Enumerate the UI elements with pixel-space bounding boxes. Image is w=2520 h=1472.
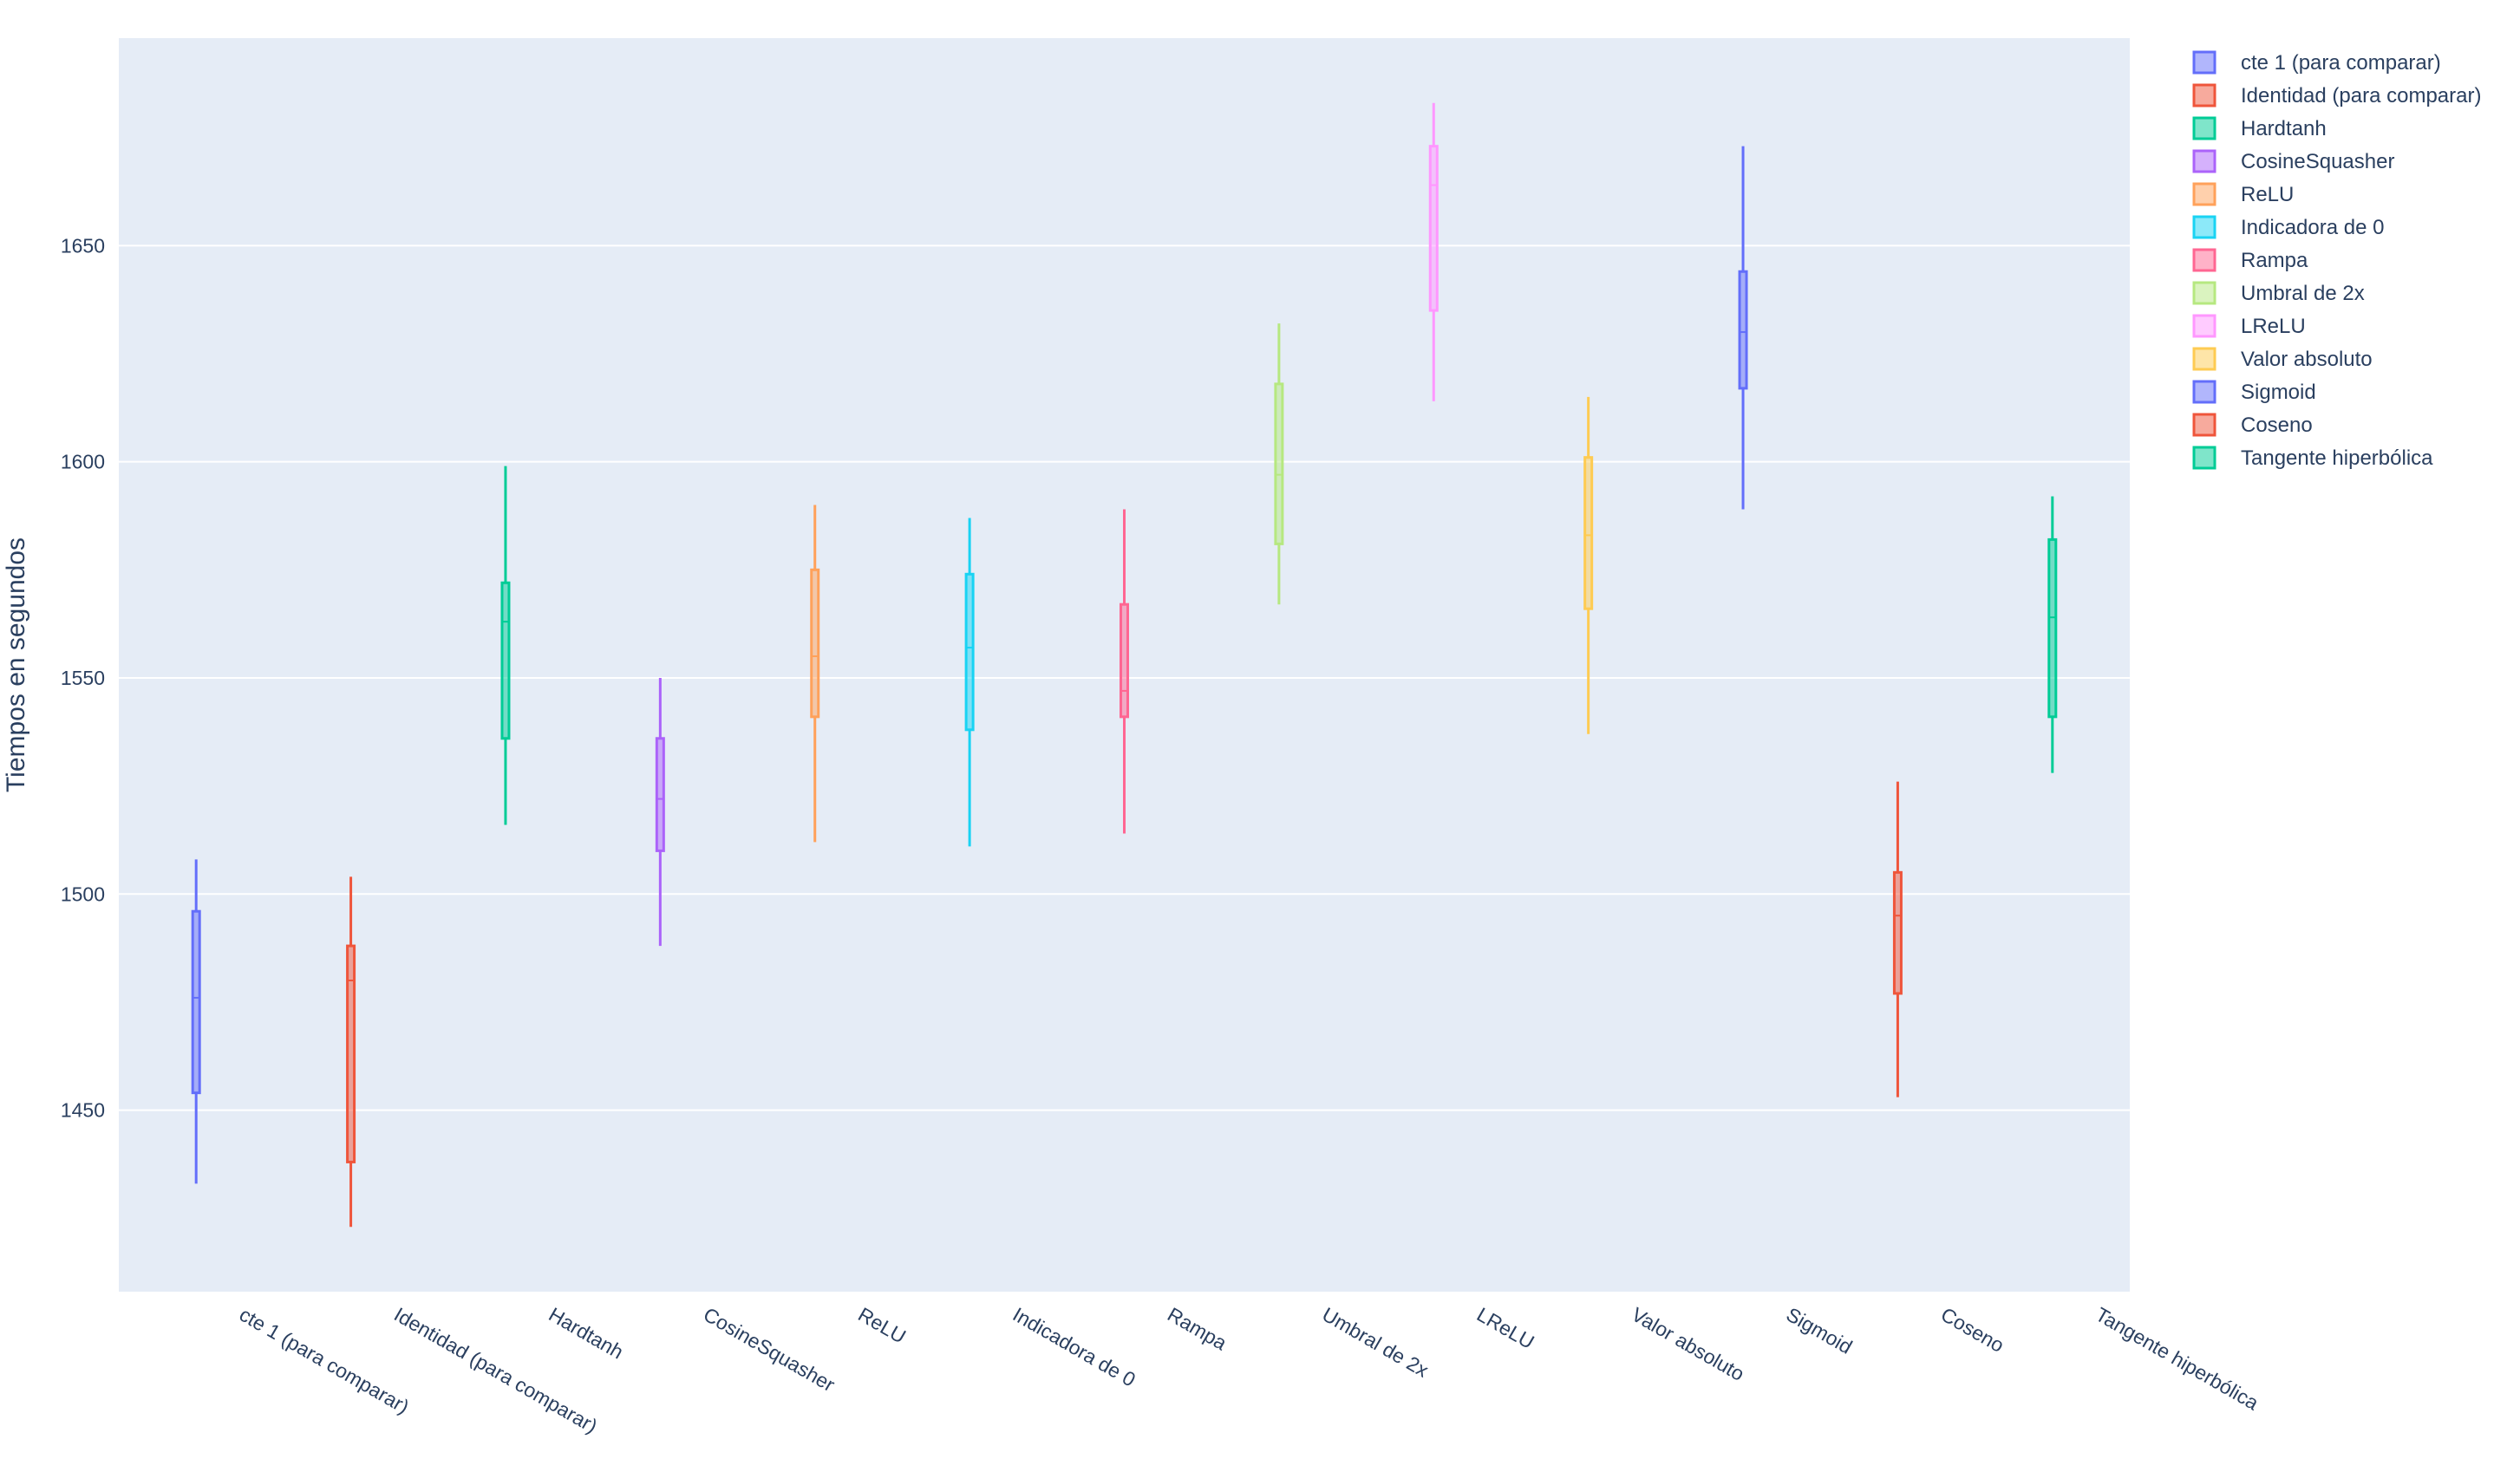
legend-swatch: [2192, 347, 2216, 371]
legend-label: Coseno: [2241, 414, 2313, 437]
box-12: [1892, 781, 1903, 1097]
box-4: [655, 677, 665, 947]
box-body: [1274, 382, 1284, 545]
x-tick-label: Indicadora de 0: [1009, 1303, 1139, 1391]
legend-swatch: [2192, 50, 2216, 75]
legend-item[interactable]: Valor absoluto: [2192, 347, 2373, 371]
legend-label: Indicadora de 0: [2241, 216, 2384, 239]
legend-swatch: [2192, 83, 2216, 107]
box-body: [1583, 456, 1594, 610]
legend-item[interactable]: Hardtanh: [2192, 116, 2327, 140]
legend-label: Valor absoluto: [2241, 348, 2373, 371]
box-1: [191, 859, 201, 1184]
legend-swatch: [2192, 215, 2216, 239]
box-body: [1738, 270, 1748, 390]
legend-label: Tangente hiperbólica: [2241, 446, 2433, 470]
x-tick-label: ReLU: [854, 1303, 910, 1348]
legend-swatch: [2192, 149, 2216, 173]
box-body: [191, 909, 201, 1095]
box-8: [1274, 323, 1284, 605]
box-body: [810, 568, 820, 719]
y-tick-label: 1500: [61, 883, 105, 905]
box-7: [1120, 509, 1129, 834]
legend-swatch: [2192, 248, 2216, 272]
legend-label: Rampa: [2241, 249, 2308, 272]
x-tick-label: LReLU: [1473, 1303, 1538, 1353]
x-tick-label: Rampa: [1164, 1303, 1231, 1355]
box-body: [1428, 145, 1439, 312]
x-tick-label: Tangente hiperbólica: [2092, 1303, 2262, 1415]
y-axis-title: Tiempos en segundos: [2, 537, 30, 792]
box-2: [346, 876, 356, 1228]
legend: cte 1 (para comparar) Identidad (para com…: [2192, 50, 2481, 470]
x-tick-label: CosineSquasher: [700, 1303, 839, 1397]
legend-item[interactable]: Indicadora de 0: [2192, 215, 2384, 239]
x-tick-label: cte 1 (para comparar): [236, 1303, 414, 1418]
legend-item[interactable]: Coseno: [2192, 413, 2313, 437]
legend-swatch: [2192, 413, 2216, 437]
legend-label: Sigmoid: [2241, 381, 2316, 404]
legend-swatch: [2192, 281, 2216, 305]
y-tick-label: 1550: [61, 667, 105, 689]
legend-label: cte 1 (para comparar): [2241, 51, 2441, 75]
legend-item[interactable]: LReLU: [2192, 314, 2306, 338]
box-body: [1120, 602, 1129, 719]
box-11: [1738, 146, 1748, 510]
boxes: [191, 102, 2058, 1228]
box-body: [655, 737, 665, 852]
legend-label: CosineSquasher: [2241, 150, 2394, 173]
box-body: [964, 572, 975, 732]
box-body: [2047, 537, 2058, 719]
box-10: [1583, 396, 1594, 734]
legend-label: Hardtanh: [2241, 117, 2327, 140]
x-tick-label: Sigmoid: [1783, 1303, 1857, 1358]
legend-item[interactable]: Sigmoid: [2192, 380, 2316, 404]
legend-item[interactable]: cte 1 (para comparar): [2192, 50, 2441, 75]
x-axis-ticks: cte 1 (para comparar)Identidad (para com…: [236, 1303, 2263, 1437]
legend-label: Identidad (para comparar): [2241, 84, 2481, 107]
legend-item[interactable]: Rampa: [2192, 248, 2308, 272]
y-tick-label: 1450: [61, 1099, 105, 1122]
legend-item[interactable]: ReLU: [2192, 182, 2294, 206]
legend-swatch: [2192, 182, 2216, 206]
x-tick-label: Hardtanh: [545, 1303, 627, 1364]
x-tick-label: Umbral de 2x: [1318, 1303, 1433, 1382]
legend-item[interactable]: Identidad (para comparar): [2192, 83, 2481, 107]
legend-label: Umbral de 2x: [2241, 282, 2365, 305]
legend-label: LReLU: [2241, 315, 2306, 338]
legend-item[interactable]: CosineSquasher: [2192, 149, 2394, 173]
legend-swatch: [2192, 116, 2216, 140]
legend-swatch: [2192, 380, 2216, 404]
box-13: [2047, 496, 2058, 773]
legend-swatch: [2192, 446, 2216, 470]
legend-item[interactable]: Umbral de 2x: [2192, 281, 2365, 305]
legend-item[interactable]: Tangente hiperbólica: [2192, 446, 2433, 470]
legend-label: ReLU: [2241, 183, 2294, 206]
box-5: [810, 505, 820, 843]
x-tick-label: Valor absoluto: [1628, 1303, 1748, 1385]
box-body: [1892, 870, 1903, 995]
box-9: [1428, 102, 1439, 401]
x-tick-label: Coseno: [1937, 1303, 2008, 1357]
box-3: [500, 466, 511, 825]
box-body: [500, 581, 511, 740]
y-tick-label: 1600: [61, 451, 105, 473]
y-axis-ticks: 1450 1500 1550 1600 1650: [61, 234, 105, 1121]
box-body: [346, 944, 356, 1163]
legend-swatch: [2192, 314, 2216, 338]
y-tick-label: 1650: [61, 234, 105, 257]
box-6: [964, 518, 975, 847]
